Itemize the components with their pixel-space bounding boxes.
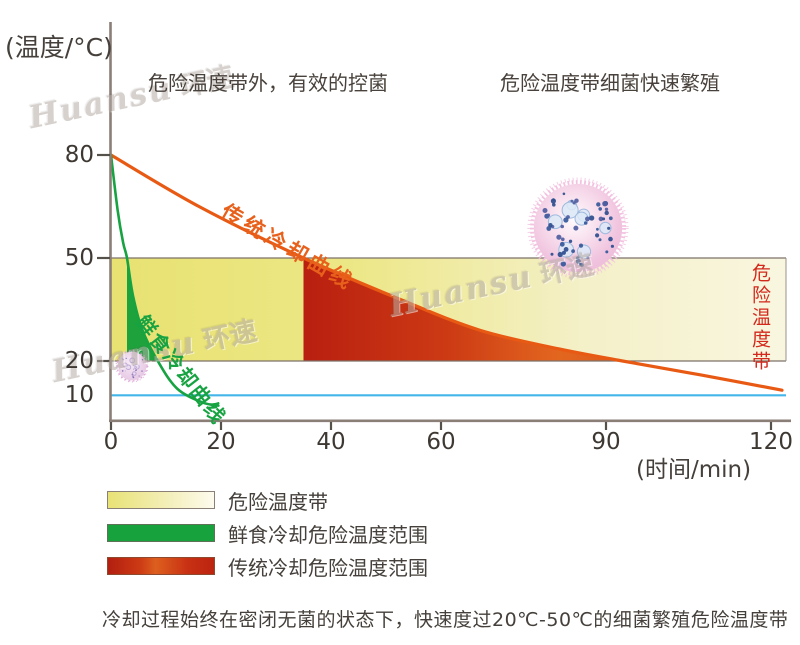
y-axis-title: (温度/°C) (5, 33, 113, 62)
fresh-cooling-curve (109, 153, 220, 407)
x-tick-label: 60 (426, 429, 456, 455)
annotation-danger-zone: 危险温度带细菌快速繁殖 (500, 71, 720, 95)
legend-item-danger-band: 危险温度带 (107, 490, 428, 514)
traditional-danger-range-fill (303, 258, 623, 361)
legend-label: 传统冷却危险温度范围 (228, 555, 428, 580)
x-tick-label: 90 (591, 429, 621, 455)
legend-item-fresh-range: 鲜食冷却危险温度范围 (107, 523, 428, 547)
y-tick-label: 80 (64, 142, 94, 168)
x-tick-label: 120 (749, 429, 793, 455)
x-tick-label: 0 (103, 429, 119, 455)
legend-swatch-danger-band (107, 491, 215, 509)
legend-label: 鲜食冷却危险温度范围 (228, 522, 428, 547)
legend-swatch-traditional-range (107, 557, 215, 575)
y-tick-label: 50 (64, 244, 94, 271)
y-tick-label: 20 (64, 347, 94, 374)
x-tick-label: 20 (206, 429, 236, 455)
legend: 危险温度带 鲜食冷却危险温度范围 传统冷却危险温度范围 (107, 490, 428, 590)
fresh-danger-range-fill (127, 258, 158, 361)
y-tick-label: 10 (64, 382, 94, 409)
danger-band-side-label: 危险温度带 (749, 263, 771, 373)
bacteria-large (527, 177, 629, 279)
bottom-caption: 冷却过程始终在密闭无菌的状态下，快速度过20℃-50℃的细菌繁殖危险温度带 (102, 609, 789, 631)
x-tick-label: 40 (316, 429, 346, 455)
legend-swatch-fresh-range (107, 524, 215, 542)
legend-item-traditional-range: 传统冷却危险温度范围 (107, 556, 428, 580)
traditional-cooling-curve (109, 153, 784, 392)
legend-label: 危险温度带 (228, 489, 328, 514)
x-axis-title: (时间/min) (636, 457, 752, 483)
bacteria-small (115, 349, 149, 383)
annotation-safe-zone: 危险温度带外，有效的控菌 (148, 71, 388, 95)
